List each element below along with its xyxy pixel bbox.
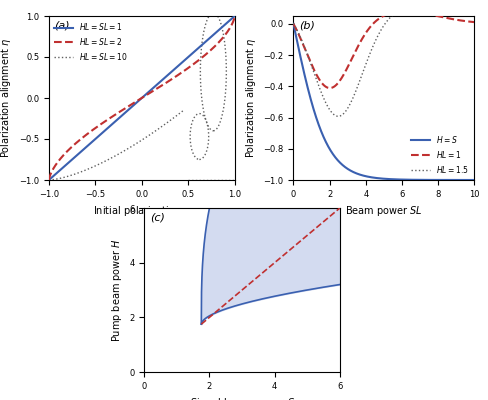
X-axis label: Beam power $SL$: Beam power $SL$ — [345, 204, 422, 218]
Legend: $H = S$, $HL = 1$, $HL = 1.5$: $H = S$, $HL = 1$, $HL = 1.5$ — [408, 132, 469, 176]
Text: (a): (a) — [54, 21, 70, 31]
X-axis label: Signal beam power $S$: Signal beam power $S$ — [189, 396, 294, 400]
Legend: $HL = SL = 1$, $HL = SL = 2$, $HL = SL = 10$: $HL = SL = 1$, $HL = SL = 2$, $HL = SL =… — [53, 20, 130, 64]
X-axis label: Initial polarization $\mu$: Initial polarization $\mu$ — [93, 204, 190, 218]
Y-axis label: Pump beam power $H$: Pump beam power $H$ — [109, 238, 123, 342]
Y-axis label: Polarization alignment $\eta$: Polarization alignment $\eta$ — [0, 38, 14, 158]
Text: (b): (b) — [298, 21, 314, 31]
Text: (c): (c) — [150, 213, 164, 223]
Y-axis label: Polarization alignment $\eta$: Polarization alignment $\eta$ — [244, 38, 257, 158]
